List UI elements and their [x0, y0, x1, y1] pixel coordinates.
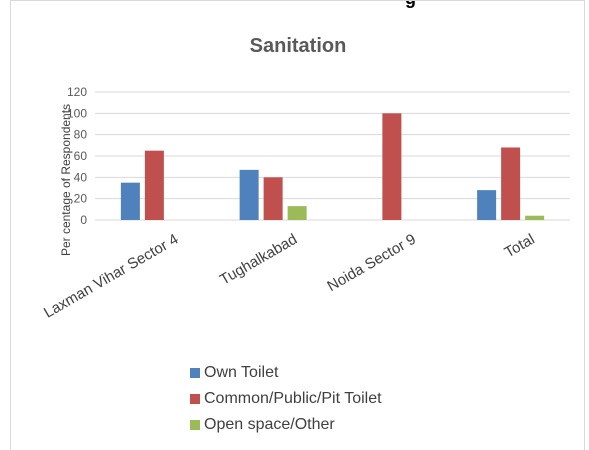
legend-swatch-open-space: [190, 420, 200, 430]
legend-label: Own Toilet: [204, 364, 279, 381]
cropped-heading-fragment: g: [405, 0, 416, 9]
legend-item-own-toilet: Own Toilet: [190, 360, 382, 386]
x-tick-label: Noida Sector 9: [324, 231, 418, 295]
x-tick-label: Total: [502, 231, 538, 262]
bar: [287, 206, 307, 220]
bar: [501, 147, 521, 220]
bars: [120, 113, 545, 220]
y-tick-label: 40: [74, 170, 88, 184]
bar: [477, 190, 497, 220]
bar: [525, 215, 545, 220]
legend-label: Open space/Other: [204, 416, 335, 433]
gridlines: [95, 91, 570, 221]
x-tick-labels: Laxman Vihar Sector 4 Tughalkabad Noida Se…: [41, 231, 538, 322]
y-tick-label: 100: [67, 106, 87, 120]
y-tick-label: 60: [74, 149, 88, 163]
y-tick-label: 20: [74, 192, 88, 206]
legend-label: Common/Public/Pit Toilet: [204, 390, 382, 407]
legend-swatch-common-toilet: [190, 394, 200, 404]
bar: [382, 113, 402, 220]
bar: [144, 150, 164, 220]
bar: [120, 182, 140, 220]
chart-frame: [10, 0, 585, 450]
bar: [239, 169, 259, 220]
bar: [263, 177, 283, 220]
legend: Own Toilet Common/Public/Pit Toilet Open…: [190, 360, 382, 438]
legend-swatch-own-toilet: [190, 368, 200, 378]
legend-item-open-space: Open space/Other: [190, 412, 382, 438]
chart-title: Sanitation: [250, 35, 347, 57]
y-tick-label: 80: [74, 128, 88, 142]
y-tick-label: 0: [80, 213, 87, 227]
y-tick-label: 120: [67, 85, 87, 99]
y-tick-labels: 0 20 40 60 80 100 120: [67, 85, 87, 227]
y-axis-label: Per centage of Respondents: [59, 104, 73, 256]
legend-item-common-toilet: Common/Public/Pit Toilet: [190, 386, 382, 412]
x-tick-label: Tughalkabad: [217, 231, 300, 289]
